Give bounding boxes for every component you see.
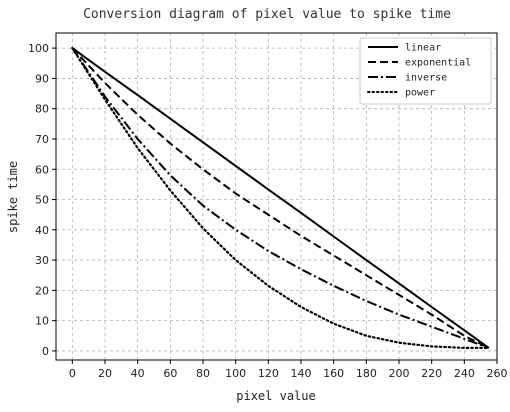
series-linear-line	[71, 47, 490, 349]
x-tick-label: 120	[258, 367, 279, 380]
series-inverse-line	[71, 47, 490, 349]
legend-linear-label: linear	[405, 43, 441, 54]
chart-title: Conversion diagram of pixel value to spi…	[83, 7, 451, 22]
x-tick-label: 40	[131, 367, 145, 380]
x-tick-label: 0	[69, 367, 76, 380]
y-tick-label: 0	[42, 345, 49, 358]
series-lines	[71, 47, 490, 349]
legend-inverse-label: inverse	[405, 73, 447, 84]
y-tick-label: 80	[35, 103, 49, 116]
legend-power-label: power	[405, 88, 435, 99]
y-tick-label: 40	[35, 224, 49, 237]
legend-exponential-label: exponential	[405, 58, 471, 69]
legend: linear exponential inverse power	[359, 37, 492, 105]
series-power-line	[71, 47, 490, 349]
y-axis-ticks: 0 10 20 30 40 50 60 70 80 90 100	[28, 42, 56, 358]
x-tick-label: 260	[487, 367, 508, 380]
x-tick-label: 100	[225, 367, 246, 380]
x-tick-label: 20	[98, 367, 112, 380]
x-tick-label: 160	[323, 367, 344, 380]
y-tick-label: 30	[35, 254, 49, 267]
y-tick-label: 60	[35, 163, 49, 176]
x-axis-label: pixel value	[236, 389, 315, 403]
x-tick-label: 80	[196, 367, 210, 380]
y-tick-label: 90	[35, 72, 49, 85]
y-tick-label: 50	[35, 194, 49, 207]
x-tick-label: 220	[421, 367, 442, 380]
x-tick-label: 180	[356, 367, 377, 380]
series-exponential-line	[71, 47, 490, 349]
y-tick-label: 70	[35, 133, 49, 146]
x-axis-ticks: 0 20 40 60 80 100 120 140 160 180 200 220 240 260	[69, 360, 508, 380]
plot-frame	[55, 32, 498, 361]
x-tick-label: 140	[291, 367, 312, 380]
y-tick-label: 20	[35, 284, 49, 297]
y-tick-label: 100	[28, 42, 49, 55]
y-tick-label: 10	[35, 315, 49, 328]
legend-box	[359, 37, 492, 105]
x-tick-label: 240	[454, 367, 475, 380]
x-tick-label: 60	[163, 367, 177, 380]
x-tick-label: 200	[389, 367, 410, 380]
y-axis-label: spike time	[6, 161, 20, 233]
